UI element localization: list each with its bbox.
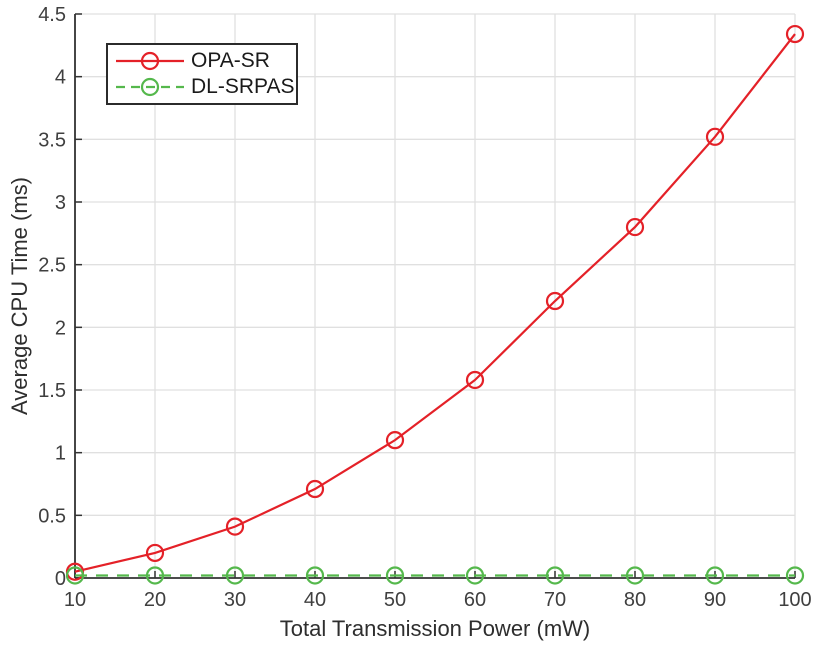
data-point-marker-opa-sr xyxy=(785,24,805,44)
data-point-marker-dl-srpas xyxy=(465,566,485,585)
data-point-marker-opa-sr xyxy=(225,517,245,536)
x-tick-label: 60 xyxy=(464,589,486,611)
series-line-opa-sr xyxy=(74,33,796,573)
y-tick-label: 4 xyxy=(55,67,66,89)
y-tick-label: 1 xyxy=(55,443,66,465)
legend-line-sample-opa-sr xyxy=(116,51,184,71)
x-tick-label: 50 xyxy=(384,589,406,611)
y-tick-label: 3 xyxy=(55,192,66,214)
x-tick-label: 90 xyxy=(704,589,726,611)
x-tick-label: 40 xyxy=(304,589,326,611)
data-point-marker-dl-srpas xyxy=(145,566,165,585)
data-point-marker-dl-srpas xyxy=(65,566,85,585)
data-point-marker-opa-sr xyxy=(145,543,165,563)
circle-marker-icon xyxy=(140,77,160,97)
legend: OPA-SR DL-SRPAS xyxy=(106,43,298,105)
data-point-marker-opa-sr xyxy=(705,127,725,146)
y-tick-label: 4.5 xyxy=(38,4,66,26)
y-tick-label: 0 xyxy=(55,568,66,590)
x-tick-label: 20 xyxy=(144,589,166,611)
data-point-marker-opa-sr xyxy=(545,291,565,311)
data-point-marker-dl-srpas xyxy=(385,566,405,585)
y-tick-label: 2 xyxy=(55,317,66,339)
data-point-marker-dl-srpas xyxy=(705,566,725,585)
data-point-marker-opa-sr xyxy=(385,431,405,450)
legend-line-sample-dl-srpas xyxy=(116,77,184,97)
legend-entry-dl-srpas: DL-SRPAS xyxy=(115,75,295,99)
data-point-marker-opa-sr xyxy=(305,479,325,499)
legend-label-dl-srpas: DL-SRPAS xyxy=(191,75,295,98)
legend-label-opa-sr: OPA-SR xyxy=(191,49,270,72)
data-point-marker-dl-srpas xyxy=(225,566,245,585)
y-axis-label: Average CPU Time (ms) xyxy=(7,177,32,415)
x-tick-label: 10 xyxy=(64,589,86,611)
circle-marker-icon xyxy=(140,51,160,71)
y-tick-label: 0.5 xyxy=(38,505,66,527)
data-point-marker-dl-srpas xyxy=(625,566,645,585)
y-tick-label: 3.5 xyxy=(38,129,66,151)
data-point-marker-opa-sr xyxy=(465,370,485,390)
x-tick-label: 70 xyxy=(544,589,566,611)
data-point-marker-dl-srpas xyxy=(305,566,325,585)
legend-entry-opa-sr: OPA-SR xyxy=(115,49,292,73)
data-point-marker-dl-srpas xyxy=(545,566,565,585)
x-tick-label: 100 xyxy=(778,589,811,611)
x-tick-label: 80 xyxy=(624,589,646,611)
x-tick-label: 30 xyxy=(224,589,246,611)
x-axis-label: Total Transmission Power (mW) xyxy=(279,616,591,641)
y-tick-label: 1.5 xyxy=(38,380,66,402)
y-tick-label: 2.5 xyxy=(38,255,66,277)
data-point-marker-opa-sr xyxy=(625,217,645,237)
data-point-marker-dl-srpas xyxy=(785,566,805,585)
